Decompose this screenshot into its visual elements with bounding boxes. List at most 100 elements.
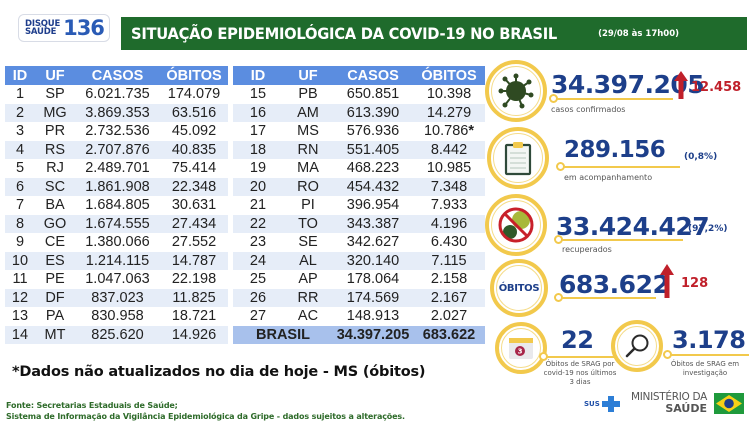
- table-row: 11 PE 1.047.063 22.198: [5, 270, 228, 289]
- source-note: Fonte: Secretarias Estaduais de Saúde; S…: [6, 400, 405, 422]
- cell-uf: DF: [35, 288, 75, 307]
- srag-recent-value: 22: [561, 326, 594, 354]
- logo-line2: SAÚDE: [25, 27, 57, 37]
- cell-uf: MS: [297, 123, 319, 140]
- cell-uf: SP: [45, 86, 65, 103]
- cell-casos: 342.627: [346, 234, 400, 251]
- cell-obitos: 45.092: [171, 123, 217, 140]
- table-row: 18 RN 551.405 8.442: [233, 140, 485, 159]
- cell-uf: RR: [283, 288, 333, 307]
- calendar-number: 3: [518, 348, 523, 356]
- recovered-underline: [558, 239, 683, 241]
- cell-obitos: 2.027: [430, 308, 468, 325]
- cell-uf: PI: [301, 197, 315, 214]
- states-table-right: ID UF CASOS ÓBITOS 15 PB 650.851 10.398 16 AM…: [233, 66, 485, 344]
- cell-casos: 576.936: [346, 123, 400, 140]
- cell-uf: GO: [35, 214, 75, 233]
- cell-casos: 468.223: [346, 160, 400, 177]
- table-row: 22 TO 343.387 4.196: [233, 214, 485, 233]
- confirmed-label: casos confirmados: [551, 105, 626, 114]
- cell-obitos: 22.198: [171, 271, 217, 288]
- table-row: 14 MT 825.620 14.926: [5, 325, 228, 344]
- cell-casos: 454.432: [333, 177, 413, 196]
- calendar-icon: 3: [509, 338, 533, 359]
- cell-id: 18: [233, 140, 283, 159]
- ministry-line1: MINISTÉRIO DA: [631, 391, 707, 403]
- cell-id: 16: [233, 103, 283, 122]
- table-row: 20 RO 454.432 7.348: [233, 177, 485, 196]
- cell-uf: AC: [297, 308, 319, 325]
- cell-casos: 3.869.353: [75, 103, 160, 122]
- cell-id: 15: [249, 86, 267, 103]
- virus-icon: [498, 73, 534, 109]
- total-label: BRASIL: [233, 325, 333, 344]
- cell-id: 1: [15, 86, 25, 103]
- total-obitos: 683.622: [413, 325, 485, 344]
- cell-casos: 320.140: [333, 251, 413, 270]
- table-header: ID UF CASOS ÓBITOS: [233, 66, 485, 85]
- cell-id: 13: [11, 308, 29, 325]
- cell-uf: RN: [283, 140, 333, 159]
- col-id: ID: [5, 66, 35, 85]
- monitoring-underline: [560, 166, 680, 168]
- srag-investigation-value: 3.178: [672, 326, 746, 354]
- cell-id: 26: [233, 288, 283, 307]
- total-casos: 34.397.205: [333, 325, 413, 344]
- srag-recent-label: Óbitos de SRAG por covid-19 nos últimos …: [538, 360, 622, 387]
- table-header: ID UF CASOS ÓBITOS: [5, 66, 228, 85]
- total-row: BRASIL 34.397.205 683.622: [233, 325, 485, 344]
- cell-uf: RJ: [46, 160, 64, 177]
- cell-uf: SC: [35, 177, 75, 196]
- cell-casos: 551.405: [333, 140, 413, 159]
- cell-casos: 825.620: [75, 325, 160, 344]
- srag-investigation-label-line: investigação: [682, 369, 728, 377]
- disque-saude-136-logo: DISQUE SAÚDE 136: [18, 14, 110, 42]
- cell-casos: 613.390: [333, 103, 413, 122]
- cell-obitos: 6.430: [430, 234, 468, 251]
- cell-obitos: 27.434: [160, 214, 228, 233]
- cell-obitos: 7.348: [413, 177, 485, 196]
- cell-id: 14: [5, 325, 35, 344]
- cell-obitos-value: 10.786: [423, 123, 469, 140]
- cell-id: 12: [5, 288, 35, 307]
- cell-id: 19: [249, 160, 267, 177]
- table-row: 24 AL 320.140 7.115: [233, 251, 485, 270]
- col-id: ID: [233, 66, 283, 85]
- table-row: 5 RJ 2.489.701 75.414: [5, 159, 228, 178]
- recovered-dot: [554, 235, 563, 244]
- ministerio-saude-logo: MINISTÉRIO DA SAÚDE: [627, 391, 707, 415]
- srag-recent-dot: [539, 352, 548, 361]
- srag-recent-label-line: Óbitos de SRAG por: [545, 360, 615, 368]
- no-virus-icon: [498, 207, 534, 243]
- recovered-pct: (97,2%): [688, 224, 728, 234]
- cell-obitos: 2.167: [413, 288, 485, 307]
- cell-obitos: 10.985: [426, 160, 472, 177]
- clipboard-icon: [504, 142, 532, 176]
- page-title: SITUAÇÃO EPIDEMIOLÓGICA DA COVID-19 NO B…: [131, 24, 558, 43]
- col-obitos: ÓBITOS: [413, 66, 485, 85]
- table-row: 2 MG 3.869.353 63.516: [5, 103, 228, 122]
- title-bar: SITUAÇÃO EPIDEMIOLÓGICA DA COVID-19 NO B…: [121, 17, 747, 50]
- cell-obitos: 8.442: [413, 140, 485, 159]
- cell-casos: 343.387: [333, 214, 413, 233]
- deaths-badge: ÓBITOS: [498, 282, 540, 294]
- cell-uf: MA: [297, 160, 319, 177]
- logo-text: DISQUE SAÚDE: [25, 19, 60, 37]
- cell-id: 9: [15, 234, 25, 251]
- table-row: 13 PA 830.958 18.721: [5, 307, 228, 326]
- magnifier-icon: [625, 334, 649, 358]
- table-row: 9 CE 1.380.066 27.552: [5, 233, 228, 252]
- srag-investigation-icon-ring: [611, 320, 663, 372]
- cell-casos: 2.707.876: [75, 140, 160, 159]
- srag-investigation-label: Óbitos de SRAG em investigação: [665, 360, 745, 378]
- col-casos: CASOS: [333, 66, 413, 85]
- srag-recent-icon-ring: 3: [495, 322, 547, 374]
- cell-casos: 1.861.908: [75, 177, 160, 196]
- table-row: 12 DF 837.023 11.825: [5, 288, 228, 307]
- table-row: 25 AP 178.064 2.158: [233, 270, 485, 289]
- cell-id: 5: [15, 160, 25, 177]
- cell-casos: 837.023: [75, 288, 160, 307]
- table-row: 16 AM 613.390 14.279: [233, 103, 485, 122]
- cell-id: 25: [249, 271, 267, 288]
- col-obitos: ÓBITOS: [160, 66, 228, 85]
